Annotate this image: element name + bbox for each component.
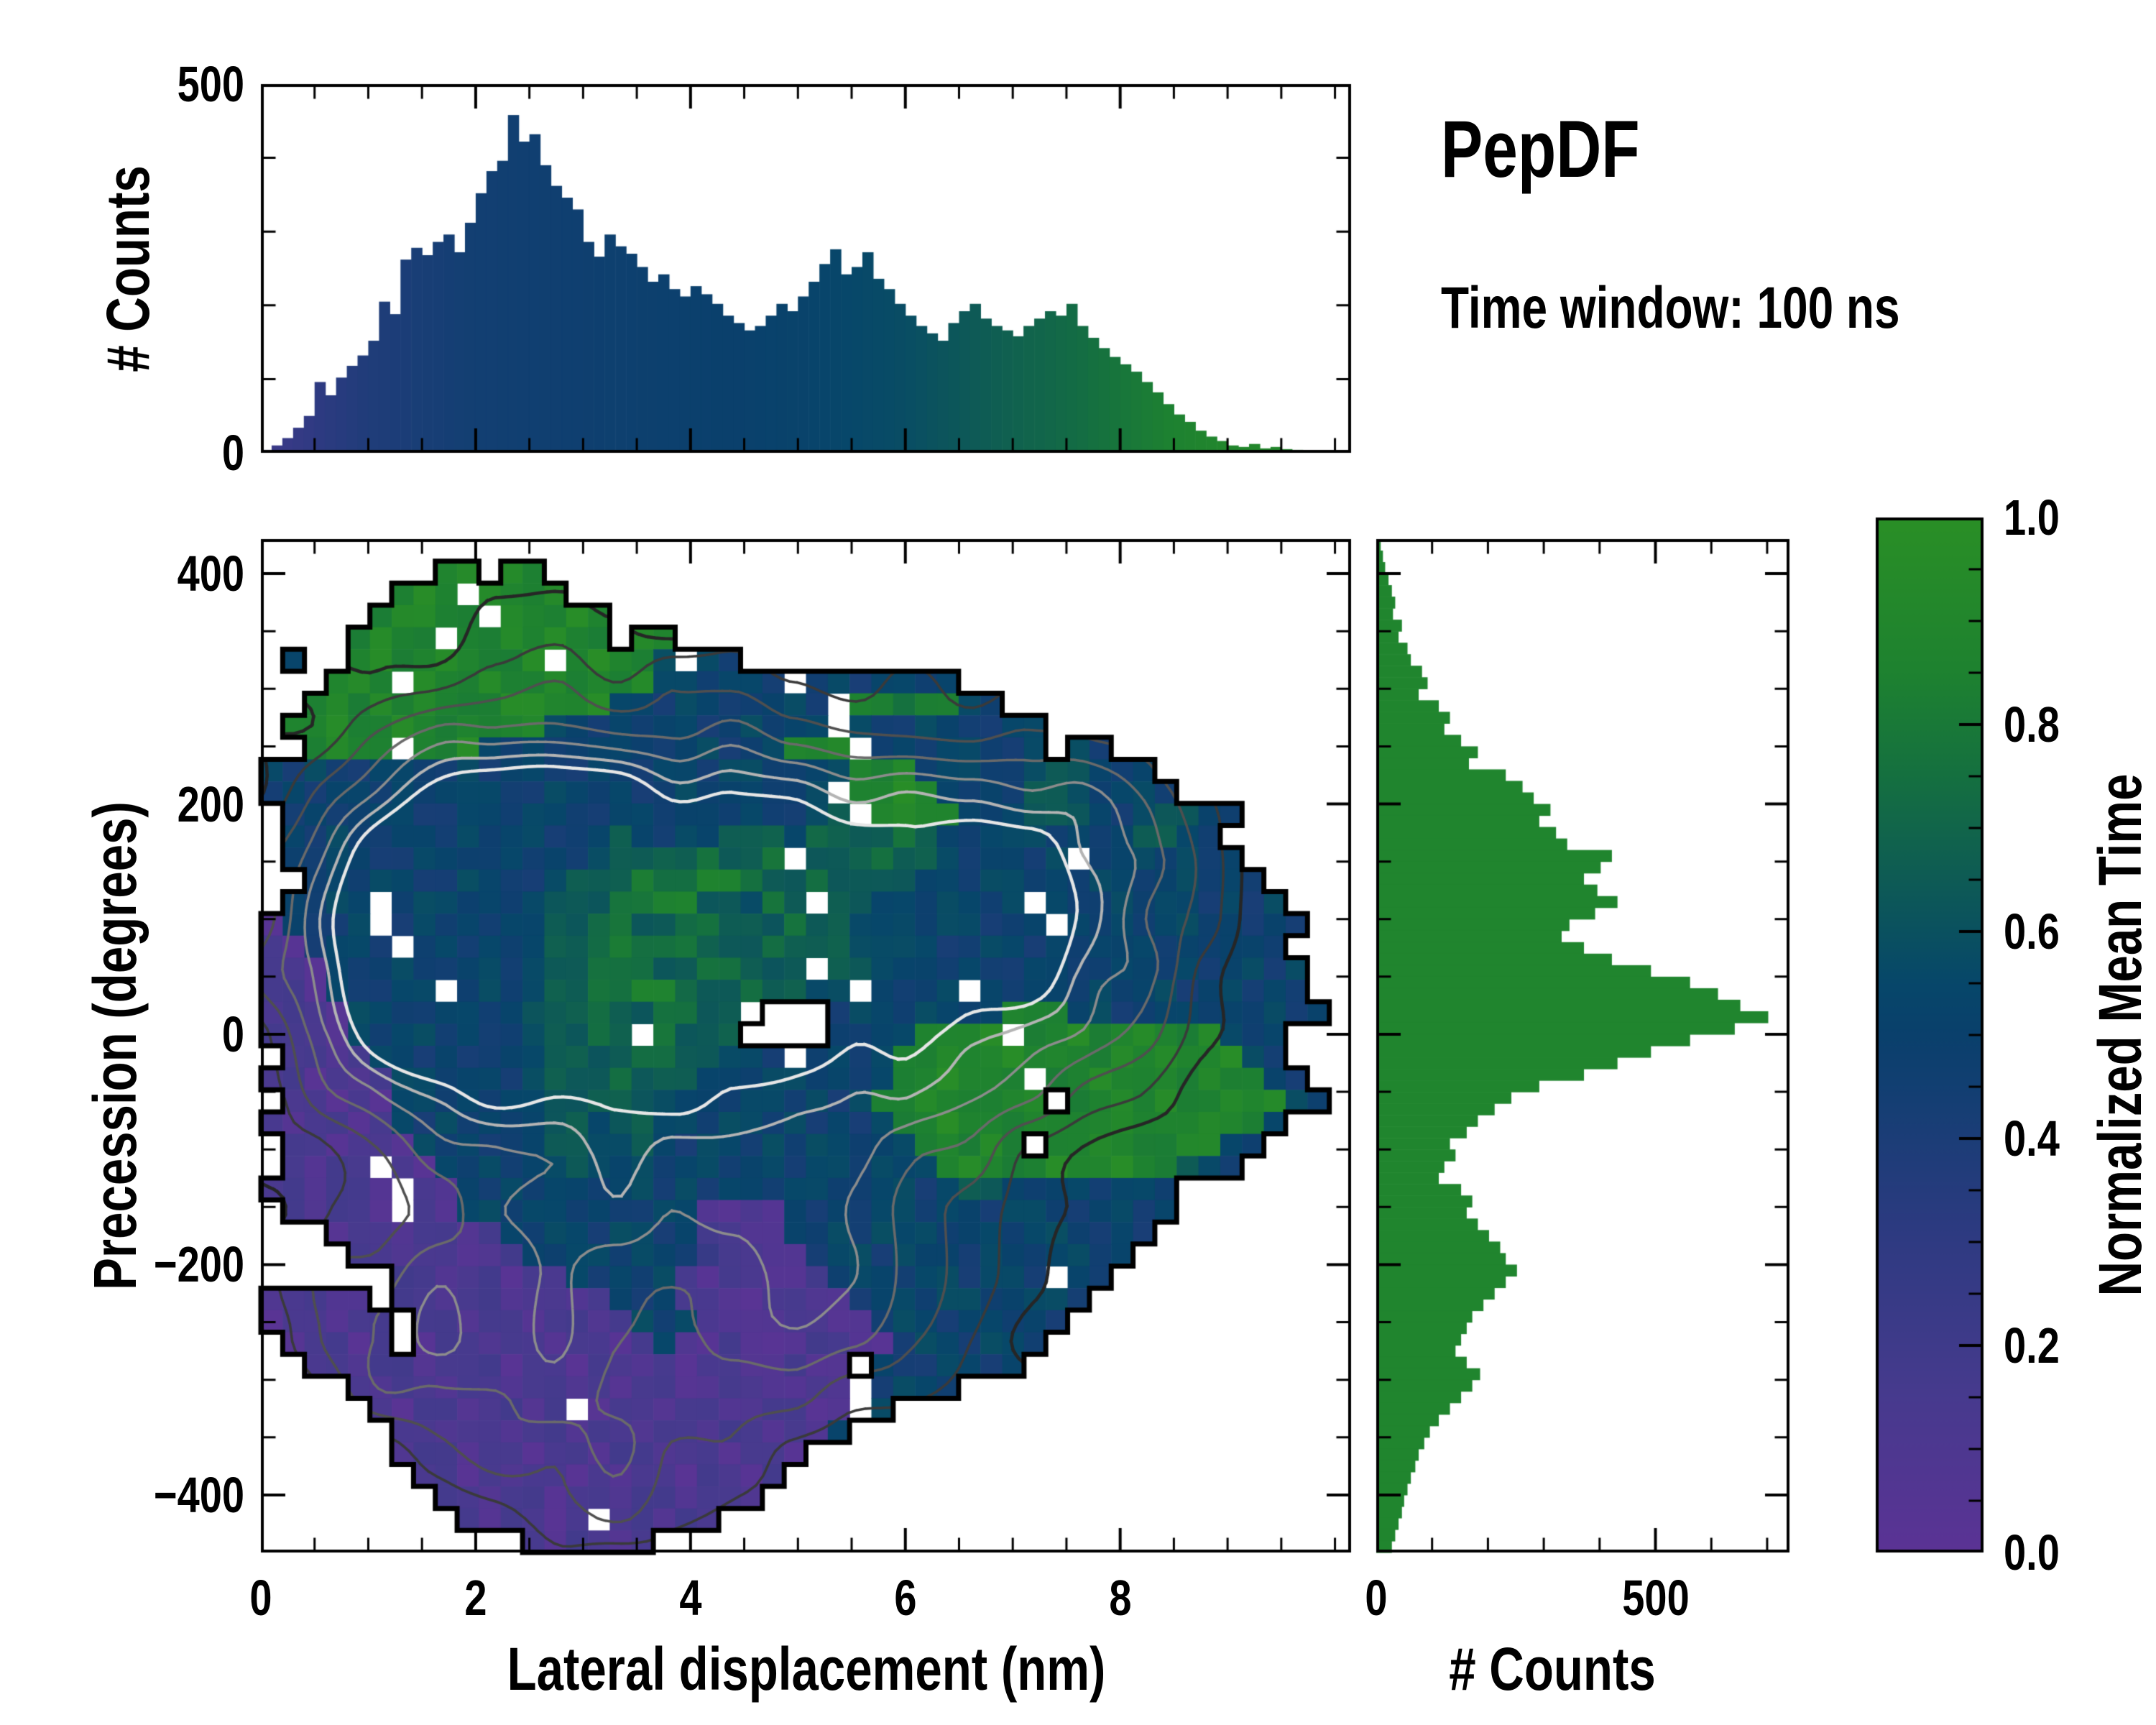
right-hist-xlabel: # Counts (1449, 1635, 1656, 1703)
top-hist-ylabel: # Counts (94, 165, 162, 372)
main-xtick-2: 2 (464, 1570, 487, 1626)
main-ytick--400: −400 (153, 1466, 244, 1523)
figure-subtitle: Time window: 100 ns (1441, 275, 1900, 341)
main-xlabel: Lateral displacement (nm) (507, 1635, 1106, 1703)
right-hist-xtick-0: 0 (1365, 1570, 1388, 1626)
right-hist-xtick-500: 500 (1621, 1570, 1690, 1626)
top-hist-ytick-0: 0 (221, 425, 244, 481)
colorbar-tick-0.8: 0.8 (2004, 696, 2060, 753)
main-xtick-0: 0 (249, 1570, 272, 1626)
main-xtick-8: 8 (1109, 1570, 1132, 1626)
main-ytick--200: −200 (153, 1236, 244, 1293)
colorbar-tick-0.4: 0.4 (2004, 1110, 2060, 1167)
main-ytick-200: 200 (177, 776, 244, 832)
colorbar-label: Normalized Mean Time (2086, 773, 2154, 1297)
top-hist-ytick-500: 500 (177, 56, 244, 112)
figure-title: PepDF (1441, 104, 1640, 194)
main-ylabel: Precession (degrees) (81, 801, 149, 1290)
colorbar-tick-0.6: 0.6 (2004, 903, 2060, 960)
colorbar-tick-1.0: 1.0 (2004, 489, 2060, 546)
main-ytick-400: 400 (177, 546, 244, 602)
main-xtick-4: 4 (679, 1570, 702, 1626)
main-xtick-6: 6 (894, 1570, 917, 1626)
colorbar-tick-0.0: 0.0 (2004, 1524, 2060, 1581)
main-ytick-0: 0 (221, 1006, 244, 1062)
colorbar-tick-0.2: 0.2 (2004, 1317, 2060, 1374)
